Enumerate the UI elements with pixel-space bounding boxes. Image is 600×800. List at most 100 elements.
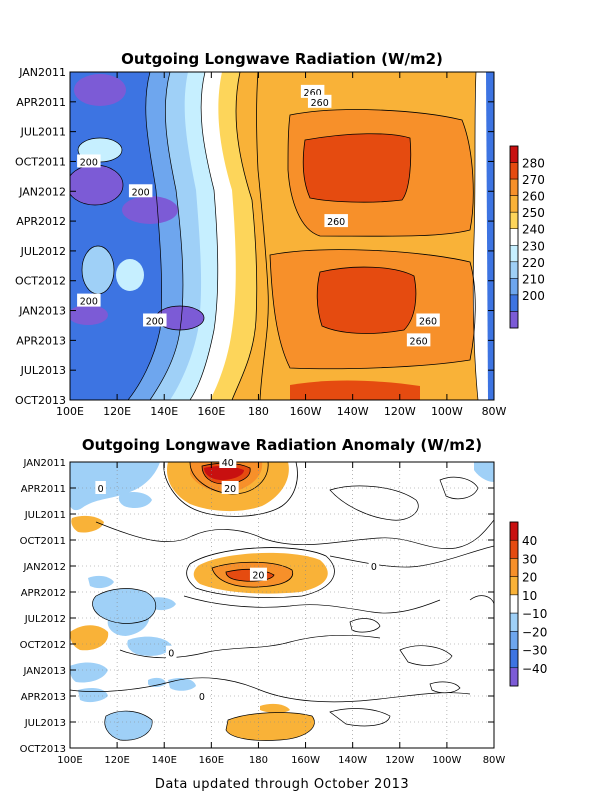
contour-label: 260 — [419, 316, 437, 327]
colorbar-swatch — [509, 145, 519, 163]
x-tick-label: 140W — [338, 755, 367, 766]
x-tick-label: 120W — [384, 405, 416, 418]
contour-label: 0 — [98, 484, 104, 495]
colorbar-tick-label: 270 — [522, 173, 545, 187]
contour-label: 20 — [224, 484, 236, 495]
contour-label: 200 — [146, 316, 164, 327]
x-tick-label: 100W — [432, 755, 461, 766]
colorbar-frame — [509, 521, 519, 687]
y-tick-label: APR2012 — [16, 215, 66, 228]
contour-label-bg — [95, 481, 106, 494]
x-tick-label: 100E — [56, 405, 84, 418]
x-tick-label: 100W — [431, 405, 463, 418]
contour-label-bg — [221, 481, 239, 494]
colorbar-tick-label: −10 — [522, 607, 547, 621]
contour-label-bg — [368, 559, 380, 572]
y-tick-label: JAN2011 — [18, 66, 66, 79]
y-tick-label: JUL2013 — [24, 718, 66, 729]
colorbar-swatch — [509, 612, 519, 632]
y-tick-label: JAN2013 — [22, 666, 66, 677]
olr-plot-frame — [69, 71, 495, 401]
contour-label: 260 — [327, 217, 345, 228]
x-tick-label: 100E — [57, 755, 82, 766]
colorbar-tick-label: 10 — [522, 589, 537, 603]
contour-label: 260 — [410, 336, 428, 347]
x-tick-label: 120E — [103, 405, 131, 418]
colorbar-swatch — [509, 162, 519, 180]
x-tick-label: 160E — [197, 405, 225, 418]
y-tick-label: JAN2012 — [18, 185, 66, 198]
anomaly-colorbar: 40 30 20 10 −10 −20 −30 −40 — [509, 521, 547, 687]
contour-label-bg — [406, 333, 431, 347]
colorbar-tick-label: 260 — [522, 190, 545, 204]
contour-label-bg — [77, 293, 101, 307]
colorbar-tick-label: −20 — [522, 625, 547, 639]
olr-x-axis: 100E 120E 140E 160E 180 160W 140W 120W 100W 80W — [56, 72, 507, 418]
x-tick-label: 140E — [150, 405, 178, 418]
anomaly-panel: Outgoing Longwave Radiation Anomaly (W/m… — [20, 436, 548, 766]
contour-label-bg — [196, 689, 208, 702]
colorbar-frame — [509, 145, 519, 329]
anomaly-contour-labels: 40 20 20 0 0 0 0 — [95, 455, 380, 703]
y-tick-label: APR2013 — [21, 692, 66, 703]
colorbar-swatch — [509, 311, 519, 329]
olr-panel: Outgoing Longwave Radiation (W/m2) — [15, 50, 545, 418]
x-tick-label: 180 — [249, 755, 268, 766]
contour-label: 260 — [304, 88, 322, 99]
contour-label-bg — [128, 184, 153, 198]
contour-label: 200 — [80, 157, 98, 168]
colorbar-swatch — [509, 576, 519, 596]
y-tick-label: OCT2011 — [20, 536, 66, 547]
x-tick-label: 80W — [482, 405, 507, 418]
y-tick-label: JUL2011 — [20, 126, 66, 139]
olr-title: Outgoing Longwave Radiation (W/m2) — [121, 50, 443, 68]
colorbar-tick-label: −30 — [522, 644, 547, 658]
contour-label-bg — [219, 455, 237, 468]
colorbar-swatch — [509, 631, 519, 650]
x-tick-label: 160W — [291, 755, 320, 766]
contour-label: 260 — [311, 98, 329, 109]
colorbar-tick-label: 220 — [522, 256, 545, 270]
contour-label-bg — [324, 214, 348, 228]
x-tick-label: 180 — [248, 405, 269, 418]
y-tick-label: JAN2012 — [22, 562, 66, 573]
colorbar-swatch — [509, 245, 519, 263]
colorbar-tick-label: 240 — [522, 223, 545, 237]
colorbar-tick-label: 250 — [522, 206, 545, 220]
colorbar-tick-label: 30 — [522, 552, 537, 566]
y-tick-label: APR2013 — [16, 334, 66, 347]
colorbar-swatch — [509, 261, 519, 279]
x-tick-label: 160W — [290, 405, 322, 418]
colorbar-swatch — [509, 539, 519, 559]
y-tick-label: OCT2012 — [20, 640, 66, 651]
y-tick-label: JAN2011 — [22, 458, 66, 469]
contour-label-bg — [416, 313, 440, 327]
colorbar-swatch — [509, 228, 519, 246]
anomaly-title: Outgoing Longwave Radiation Anomaly (W/m… — [82, 436, 482, 454]
x-tick-label: 120E — [104, 755, 129, 766]
anomaly-plot-frame — [69, 461, 495, 749]
colorbar-swatch — [509, 211, 519, 229]
contour-label: 20 — [252, 571, 264, 582]
y-tick-label: OCT2011 — [15, 155, 66, 168]
x-tick-label: 160E — [199, 755, 224, 766]
colorbar-tick-label: 20 — [522, 571, 537, 585]
colorbar-swatch — [509, 558, 519, 577]
colorbar-swatch — [509, 649, 519, 669]
olr-colorbar: 280 270 260 250 240 230 220 210 200 — [509, 145, 545, 329]
footer-note: Data updated through October 2013 — [155, 777, 409, 792]
colorbar-swatch — [509, 667, 519, 687]
y-tick-label: APR2011 — [21, 484, 66, 495]
contour-label-bg — [77, 154, 101, 168]
anomaly-field — [70, 462, 494, 748]
colorbar-swatch — [509, 195, 519, 213]
contour-label: 40 — [222, 458, 234, 469]
x-tick-label: 140E — [152, 755, 177, 766]
colorbar-tick-label: −40 — [522, 662, 547, 676]
y-tick-label: JUL2012 — [20, 245, 66, 258]
anomaly-y-axis: JAN2011 APR2011 JUL2011 OCT2011 JAN2012 APR20… — [20, 458, 494, 755]
contour-label: 200 — [132, 187, 150, 198]
y-tick-label: APR2012 — [21, 588, 66, 599]
